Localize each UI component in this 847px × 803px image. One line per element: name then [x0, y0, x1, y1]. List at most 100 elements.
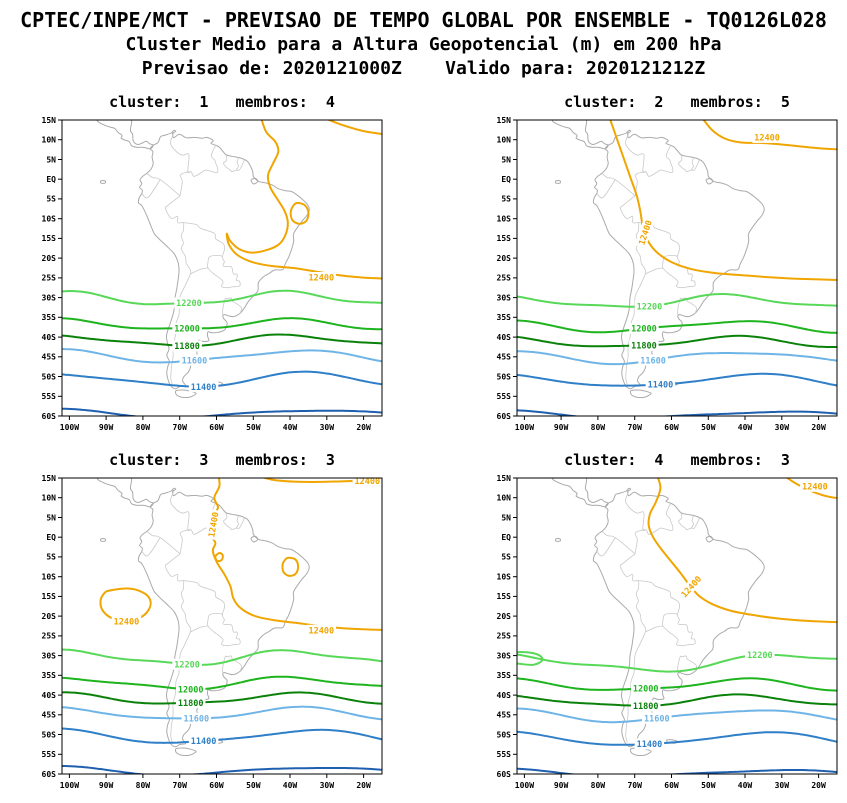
svg-text:12400: 12400: [637, 219, 654, 246]
lat-tick-label: 60S: [497, 412, 512, 421]
contour-label: 12400: [800, 480, 830, 493]
svg-text:12400: 12400: [207, 511, 221, 538]
lat-tick-label: 20S: [42, 254, 57, 263]
svg-text:12200: 12200: [747, 651, 773, 661]
figure-validity-line: Previsao de: 2020121000Z Valido para: 20…: [141, 58, 706, 79]
lon-tick-label: 60W: [664, 423, 679, 432]
cluster-map-4: 1220012000118001160011400124001240015N10…: [497, 474, 838, 790]
contour-label: 12400: [306, 624, 337, 637]
lat-tick-label: 45S: [42, 353, 57, 362]
lat-tick-label: 25S: [497, 632, 512, 641]
lon-tick-label: 80W: [591, 423, 606, 432]
lat-tick-label: 15S: [497, 234, 512, 243]
lat-tick-label: 15N: [497, 116, 512, 125]
lat-tick-label: 10N: [42, 494, 57, 503]
lat-tick-label: 5S: [501, 553, 511, 562]
contour-label: 11800: [629, 339, 659, 352]
lat-tick-label: 45S: [497, 711, 512, 720]
lat-tick-label: 60S: [497, 770, 512, 779]
svg-text:11800: 11800: [174, 342, 200, 352]
lat-tick-label: 20S: [497, 612, 512, 621]
lon-tick-label: 30W: [320, 423, 335, 432]
lon-tick-label: 40W: [738, 781, 753, 790]
lon-tick-label: 70W: [172, 781, 187, 790]
lat-tick-label: 10S: [497, 215, 512, 224]
cluster-map-2: 12200 12000 11800 11600 11400 12400 12400 15N 10…: [497, 116, 838, 432]
svg-text:11600: 11600: [644, 714, 670, 724]
svg-text:11400: 11400: [191, 737, 217, 747]
lon-tick-label: 20W: [811, 781, 826, 790]
contour-label: 12200: [174, 297, 204, 309]
lon-tick-label: 100W: [60, 423, 79, 432]
lat-tick-label: 40S: [497, 691, 512, 700]
svg-text:12000: 12000: [631, 325, 657, 335]
contour-label: 12400: [752, 131, 782, 144]
lat-tick-label: 15N: [42, 474, 57, 483]
lon-tick-label: 50W: [701, 423, 716, 432]
svg-text:12400: 12400: [802, 483, 828, 493]
lat-tick-label: 30S: [42, 651, 57, 660]
lat-tick-label: 20S: [497, 254, 512, 263]
lon-tick-label: 50W: [246, 781, 261, 790]
lat-tick-label: 20S: [42, 612, 57, 621]
lat-tick-label: 10N: [497, 494, 512, 503]
lon-tick-label: 90W: [99, 781, 114, 790]
lat-tick-label: 10S: [497, 573, 512, 582]
contour-label: 11400: [645, 379, 676, 391]
svg-text:12200: 12200: [176, 299, 202, 309]
contour-label: 12000: [175, 683, 206, 696]
lon-tick-label: 20W: [356, 423, 371, 432]
lat-tick-label: 60S: [42, 412, 57, 421]
contour-label: 12200: [634, 300, 665, 312]
lon-tick-label: 20W: [356, 781, 371, 790]
svg-text:11800: 11800: [178, 699, 204, 709]
lon-tick-label: 100W: [60, 781, 79, 790]
map-frame: [516, 477, 838, 775]
lat-tick-label: 10S: [42, 573, 57, 582]
lat-tick-label: 10S: [42, 215, 57, 224]
lat-tick-label: 50S: [497, 372, 512, 381]
contour-label: 12400: [635, 216, 655, 249]
cluster-panel-2: cluster: 2 membros: 5 12200 12000 11800 116…: [483, 92, 847, 434]
map-frame: [516, 119, 838, 417]
contour-label: 11400: [188, 381, 219, 393]
svg-text:12000: 12000: [174, 325, 200, 335]
lat-tick-label: 5N: [501, 513, 511, 522]
svg-text:11400: 11400: [191, 383, 217, 393]
contour-label: 11800: [630, 700, 661, 712]
map-frame: [61, 119, 383, 417]
contour-label: 12200: [172, 658, 202, 671]
lat-tick-label: 45S: [42, 711, 57, 720]
contour-label: 12000: [629, 322, 659, 335]
lat-tick-label: EQ: [46, 175, 56, 184]
lat-tick-label: 30S: [497, 651, 512, 660]
contour-label: 11600: [642, 712, 672, 724]
lon-tick-label: 50W: [246, 423, 261, 432]
contour-label: 11400: [188, 735, 219, 747]
lon-tick-label: 20W: [811, 423, 826, 432]
contour-label: 11400: [634, 738, 665, 750]
lat-tick-label: 40S: [42, 691, 57, 700]
lat-tick-label: 10N: [42, 136, 57, 145]
svg-text:12400: 12400: [754, 134, 780, 144]
lat-tick-label: 55S: [497, 392, 512, 401]
contour-label: 12200: [745, 649, 775, 661]
lat-tick-label: 40S: [42, 333, 57, 342]
svg-text:12200: 12200: [174, 661, 200, 671]
contour-label: 12400: [306, 272, 337, 284]
lat-tick-label: 35S: [42, 313, 57, 322]
lat-tick-label: 35S: [42, 671, 57, 680]
lon-tick-label: 90W: [99, 423, 114, 432]
lat-tick-label: EQ: [501, 533, 511, 542]
lon-tick-label: 30W: [775, 781, 790, 790]
figure-subtitle: Cluster Medio para a Altura Geopotencial…: [125, 34, 722, 55]
svg-text:12200: 12200: [637, 302, 663, 312]
contour-label: 12000: [630, 683, 661, 695]
lat-tick-label: 5N: [501, 155, 511, 164]
lat-tick-label: 15S: [42, 234, 57, 243]
figure-header: CPTEC/INPE/MCT - PREVISAO DE TEMPO GLOBA…: [0, 0, 847, 80]
lat-tick-label: 5S: [46, 195, 56, 204]
svg-text:11600: 11600: [182, 356, 208, 366]
lat-tick-label: 30S: [42, 293, 57, 302]
lon-tick-label: 90W: [554, 781, 569, 790]
